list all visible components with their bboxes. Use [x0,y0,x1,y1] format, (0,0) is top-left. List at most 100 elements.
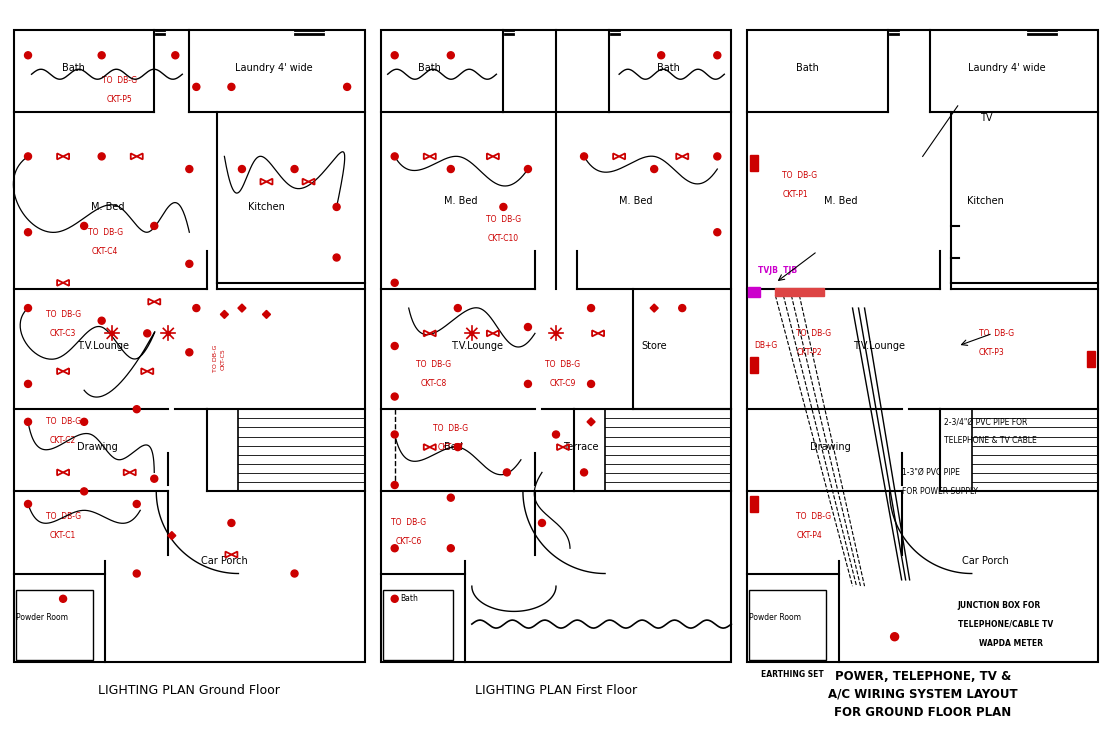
Circle shape [455,443,461,451]
Polygon shape [238,304,246,312]
Circle shape [151,222,158,230]
Bar [16,590,93,660]
Text: CKT-P5: CKT-P5 [107,95,132,104]
Text: TO  DB-G: TO DB-G [416,360,450,369]
Circle shape [24,418,31,425]
Circle shape [24,305,31,311]
Circle shape [678,305,686,311]
Text: Car Porch: Car Porch [962,556,1010,566]
Circle shape [553,431,559,438]
Circle shape [538,520,546,526]
Text: T.V.Lounge: T.V.Lounge [853,341,904,351]
Text: TO  DB-G: TO DB-G [46,310,81,319]
Text: TELEPHONE/CABLE TV: TELEPHONE/CABLE TV [957,619,1053,628]
Text: Drawing: Drawing [811,442,851,452]
Circle shape [447,494,455,501]
Circle shape [455,305,461,311]
Text: POWER, TELEPHONE, TV &
A/C WIRING SYSTEM LAYOUT
FOR GROUND FLOOR PLAN: POWER, TELEPHONE, TV & A/C WIRING SYSTEM… [827,669,1017,719]
Circle shape [186,349,192,356]
Text: FOR POWER SUPPLY: FOR POWER SUPPLY [902,487,977,496]
Circle shape [447,545,455,552]
Circle shape [344,84,350,90]
Text: 2-3/4"Ø PVC PIPE FOR: 2-3/4"Ø PVC PIPE FOR [944,418,1027,426]
Circle shape [133,570,140,577]
Circle shape [525,380,532,388]
Text: CKT-P3: CKT-P3 [979,348,1004,357]
Circle shape [133,406,140,413]
Text: CKT-C5: CKT-C5 [220,348,225,369]
Text: CKT-C8: CKT-C8 [420,379,446,388]
Text: CKT-C4: CKT-C4 [92,247,118,255]
Circle shape [24,501,31,507]
Bar [748,287,761,297]
Text: JUNCTION BOX FOR: JUNCTION BOX FOR [957,600,1041,610]
Text: CKT-P1: CKT-P1 [783,190,808,199]
Text: TO  DB-G: TO DB-G [796,329,832,338]
Bar [751,155,758,171]
Text: DB+G: DB+G [754,341,777,351]
Circle shape [238,166,246,172]
Circle shape [143,330,151,337]
Circle shape [657,52,665,59]
Text: Laundry 4' wide: Laundry 4' wide [235,63,312,73]
Text: TV: TV [980,114,992,123]
Circle shape [391,280,398,286]
Circle shape [151,475,158,482]
Bar [751,357,758,373]
Polygon shape [651,304,658,312]
Circle shape [500,203,507,211]
Text: M. Bed: M. Bed [444,196,477,206]
Text: TO  DB-G: TO DB-G [101,76,137,85]
Circle shape [580,469,587,476]
Bar [238,409,365,491]
Text: TO  DB-G: TO DB-G [88,228,122,237]
Text: TELEPHONE & TV CABLE: TELEPHONE & TV CABLE [944,436,1036,446]
Circle shape [391,52,398,59]
Text: TO  DB-G: TO DB-G [796,512,832,521]
Circle shape [447,166,455,172]
Text: CKT-C9: CKT-C9 [549,379,576,388]
Text: 1-3"Ø PVC PIPE: 1-3"Ø PVC PIPE [902,468,960,477]
Circle shape [81,418,88,425]
Bar [380,30,732,662]
Text: CKT-C3: CKT-C3 [50,329,77,338]
Text: Bath: Bath [418,63,441,73]
Text: TO  DB-G: TO DB-G [486,215,520,224]
Circle shape [110,331,115,335]
Text: CKT-C7: CKT-C7 [438,443,464,451]
Text: TO  DB-G: TO DB-G [979,329,1014,338]
Text: Kitchen: Kitchen [967,196,1004,206]
Bar [972,409,1098,491]
Circle shape [186,166,192,172]
Circle shape [228,520,235,526]
Text: T.V.Lounge: T.V.Lounge [77,341,129,351]
Circle shape [228,84,235,90]
Bar [751,496,758,512]
Circle shape [391,545,398,552]
Polygon shape [587,418,595,426]
Text: CKT-C1: CKT-C1 [50,531,77,540]
Circle shape [391,595,398,603]
Text: LIGHTING PLAN Ground Floor: LIGHTING PLAN Ground Floor [98,683,280,697]
Circle shape [580,153,587,160]
Circle shape [98,317,106,324]
Polygon shape [220,310,228,319]
Text: TVJB  TJB: TVJB TJB [758,266,797,275]
Text: EARTHING SET: EARTHING SET [762,670,824,679]
Text: M. Bed: M. Bed [91,202,125,212]
Text: TO  DB-G: TO DB-G [783,171,817,180]
Circle shape [651,166,657,172]
Bar [749,590,826,660]
Text: CKT-C6: CKT-C6 [396,537,421,546]
Text: CKT-P4: CKT-P4 [796,531,822,540]
Text: TO  DB-G: TO DB-G [46,418,81,426]
Text: Bath: Bath [657,63,679,73]
Circle shape [192,84,200,90]
Text: TO  DB-G: TO DB-G [391,518,426,528]
Polygon shape [168,531,176,539]
Circle shape [504,469,510,476]
Bar [775,288,824,297]
Bar [1088,351,1095,367]
Circle shape [172,52,179,59]
Circle shape [391,431,398,438]
